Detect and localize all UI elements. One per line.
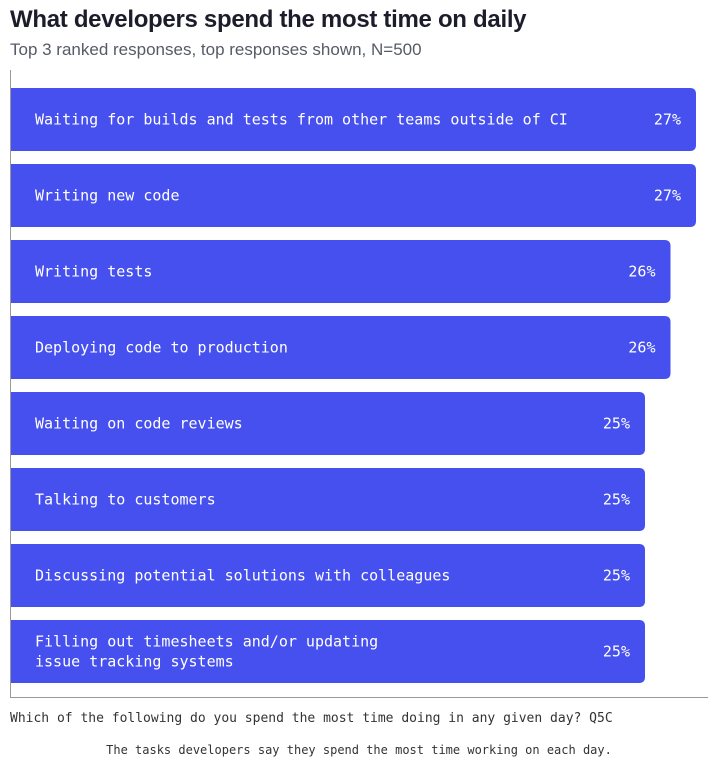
bar-label: Waiting for builds and tests from other …	[35, 111, 568, 129]
bar-label: Talking to customers	[35, 491, 216, 509]
bar-value-label: 25%	[603, 567, 630, 585]
bar-value-label: 25%	[603, 491, 630, 509]
bar-label: Waiting on code reviews	[35, 415, 243, 433]
bar	[10, 620, 645, 683]
bar-value-label: 27%	[654, 111, 681, 129]
bar	[10, 240, 671, 303]
bar-label: Writing new code	[35, 187, 180, 205]
bar	[10, 164, 696, 227]
bar-label: Deploying code to production	[35, 339, 288, 357]
bar-value-label: 25%	[603, 643, 630, 661]
bar-label: Discussing potential solutions with coll…	[35, 567, 450, 585]
bar	[10, 544, 645, 607]
survey-question: Which of the following do you spend the …	[10, 711, 613, 726]
chart-title: What developers spend the most time on d…	[10, 6, 527, 33]
bar	[10, 468, 645, 531]
bar	[10, 316, 671, 379]
x-axis-line	[10, 697, 708, 698]
bar-label: Filling out timesheets and/or updating	[35, 633, 378, 651]
bar-value-label: 27%	[654, 187, 681, 205]
bar	[10, 392, 645, 455]
figure-caption: The tasks developers say they spend the …	[106, 743, 612, 757]
bar-value-label: 26%	[628, 339, 655, 357]
bar-value-label: 25%	[603, 415, 630, 433]
bar	[10, 88, 696, 151]
bar-value-label: 26%	[628, 263, 655, 281]
y-axis-line	[10, 70, 11, 697]
bar-chart: Waiting for builds and tests from other …	[10, 88, 696, 683]
bar-label: issue tracking systems	[35, 653, 234, 671]
bar-label: Writing tests	[35, 263, 152, 281]
chart-subtitle: Top 3 ranked responses, top responses sh…	[10, 40, 422, 59]
